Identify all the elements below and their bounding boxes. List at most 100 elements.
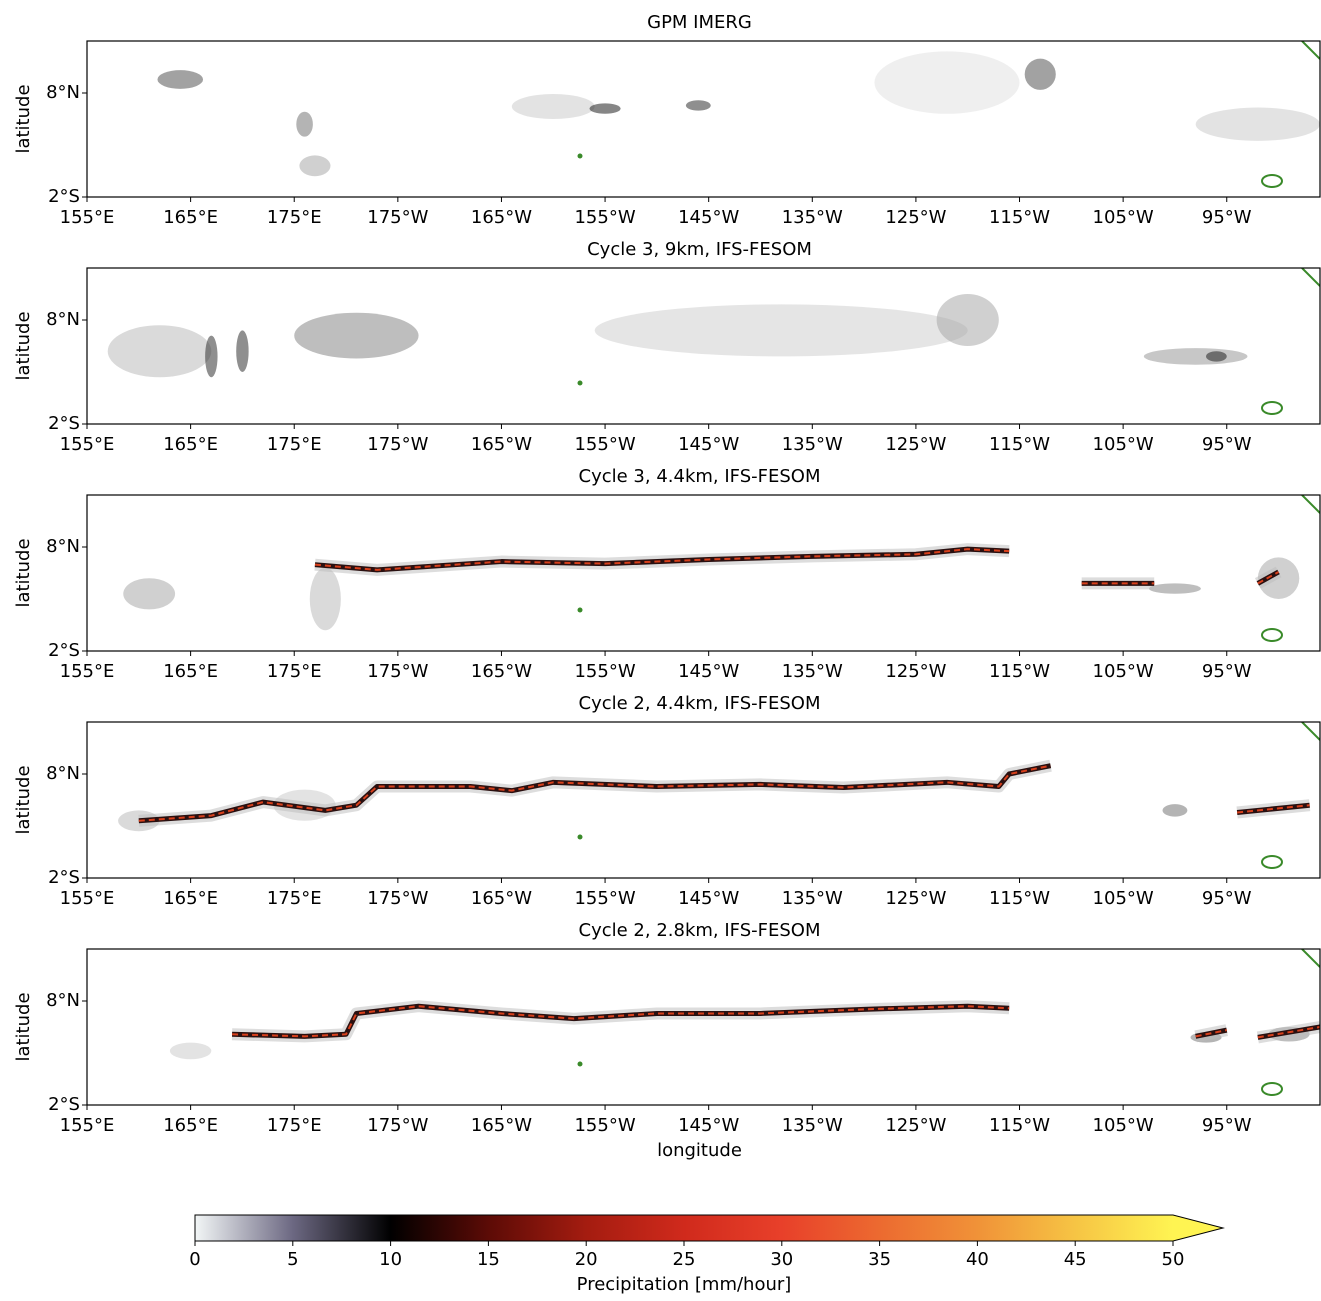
x-tick-label: 95°W <box>1202 1115 1252 1136</box>
plot-area <box>107 268 1320 415</box>
x-tick-label: 135°W <box>782 661 843 682</box>
x-tick-label: 155°W <box>574 661 635 682</box>
x-tick-label: 95°W <box>1202 888 1252 909</box>
precip-band <box>1257 1026 1320 1039</box>
plot-frame <box>86 267 1321 425</box>
precip-feature <box>589 103 621 114</box>
x-tick-label: 125°W <box>885 434 946 455</box>
y-axis-label: latitude <box>13 84 34 153</box>
colorbar-tick-label: 20 <box>575 1249 598 1270</box>
y-tick-label: 2°S <box>48 640 80 661</box>
x-tick-label: 125°W <box>885 1115 946 1136</box>
plot-frame <box>86 948 1321 1106</box>
x-tick-label: 175°E <box>267 661 322 682</box>
coastline <box>1301 268 1320 287</box>
precip-band <box>138 763 1052 824</box>
x-tick-label: 135°W <box>782 207 843 228</box>
plot-area <box>118 722 1320 869</box>
precip-feature <box>1024 58 1056 90</box>
x-tick-label: 175°W <box>367 207 428 228</box>
x-tick-label: 165°W <box>471 434 532 455</box>
precip-feature <box>294 312 419 359</box>
x-tick-label: 155°E <box>60 434 115 455</box>
colorbar: 0 5 10 15 20 25 30 35 40 45 50 Precipitation [mm/ho… <box>189 1214 1225 1295</box>
island <box>1261 174 1283 188</box>
x-tick-label: 175°E <box>267 434 322 455</box>
panel-title: Cycle 3, 9km, IFS-FESOM <box>587 239 812 260</box>
x-tick-label: 115°W <box>989 661 1050 682</box>
precip-feature <box>1149 583 1201 594</box>
precip-band <box>138 764 1051 822</box>
x-tick-label: 105°W <box>1093 434 1154 455</box>
colorbar-tick-label: 45 <box>1064 1249 1087 1270</box>
precip-feature <box>205 335 218 378</box>
x-tick-label: 175°W <box>367 1115 428 1136</box>
x-tick-label: 165°E <box>163 661 218 682</box>
y-tick-label: 8°N <box>46 309 80 330</box>
x-tick-label: 135°W <box>782 888 843 909</box>
y-tick-label: 8°N <box>46 990 80 1011</box>
colorbar-fill <box>195 1215 1173 1241</box>
precip-feature <box>123 578 176 610</box>
y-axis-label: latitude <box>13 992 34 1061</box>
x-tick-label: 145°W <box>678 434 739 455</box>
plot-area <box>123 495 1320 642</box>
map-panel: Cycle 2, 4.4km, IFS-FESOM latitude 155°E 16… <box>13 693 1321 909</box>
precip-band <box>1195 1029 1227 1038</box>
x-tick-label: 155°E <box>60 1115 115 1136</box>
y-tick-label: 8°N <box>46 536 80 557</box>
x-tick-label: 155°W <box>574 888 635 909</box>
x-tick-label: 175°W <box>367 434 428 455</box>
x-tick-label: 115°W <box>989 434 1050 455</box>
x-tick-label: 165°E <box>163 888 218 909</box>
x-tick-label: 165°W <box>471 888 532 909</box>
colorbar-tick-label: 50 <box>1162 1249 1185 1270</box>
map-panel: Cycle 3, 9km, IFS-FESOM latitude 155°E 165°… <box>13 239 1321 455</box>
x-tick-label: 135°W <box>782 434 843 455</box>
x-tick-label: 155°W <box>574 207 635 228</box>
map-panel: Cycle 2, 2.8km, IFS-FESOM latitude 155°E 16… <box>13 920 1321 1161</box>
precip-feature <box>169 1042 212 1060</box>
colorbar-extend <box>1173 1215 1223 1241</box>
panel-title: GPM IMERG <box>647 12 752 33</box>
x-tick-label: 165°W <box>471 207 532 228</box>
colorbar-tick-label: 15 <box>477 1249 500 1270</box>
x-tick-label: 155°W <box>574 434 635 455</box>
x-tick-label: 165°E <box>163 1115 218 1136</box>
colorbar-label: Precipitation [mm/hour] <box>577 1274 792 1295</box>
x-tick-label: 175°W <box>367 888 428 909</box>
colorbar-tick-label: 5 <box>287 1249 298 1270</box>
y-tick-label: 2°S <box>48 186 80 207</box>
x-tick-label: 165°W <box>471 1115 532 1136</box>
x-tick-label: 125°W <box>885 207 946 228</box>
map-panel: Cycle 3, 4.4km, IFS-FESOM latitude 155°E 16… <box>13 466 1321 682</box>
x-tick-label: 175°W <box>367 661 428 682</box>
map-panel: GPM IMERG latitude 155°E 165°E 175°E 175°W 165… <box>13 12 1321 228</box>
island <box>577 380 583 386</box>
island <box>1261 401 1283 415</box>
island <box>1261 1082 1283 1096</box>
precip-feature <box>594 304 968 357</box>
y-tick-label: 8°N <box>46 82 80 103</box>
x-tick-label: 95°W <box>1202 434 1252 455</box>
plot-frame <box>86 494 1321 652</box>
x-tick-label: 165°W <box>471 661 532 682</box>
plot-area <box>157 41 1320 188</box>
precip-feature <box>685 100 711 111</box>
x-tick-label: 105°W <box>1093 207 1154 228</box>
x-tick-label: 165°E <box>163 434 218 455</box>
x-tick-label: 115°W <box>989 888 1050 909</box>
precip-feature <box>1162 804 1188 817</box>
x-tick-label: 175°E <box>267 1115 322 1136</box>
island <box>1261 628 1283 642</box>
x-tick-label: 175°E <box>267 888 322 909</box>
x-tick-label: 155°E <box>60 661 115 682</box>
x-tick-label: 155°W <box>574 1115 635 1136</box>
precip-feature <box>299 155 331 177</box>
precip-feature <box>309 567 341 631</box>
precip-feature <box>874 51 1020 114</box>
x-tick-label: 105°W <box>1093 888 1154 909</box>
plot-area <box>169 949 1320 1096</box>
precip-feature <box>1195 107 1320 141</box>
